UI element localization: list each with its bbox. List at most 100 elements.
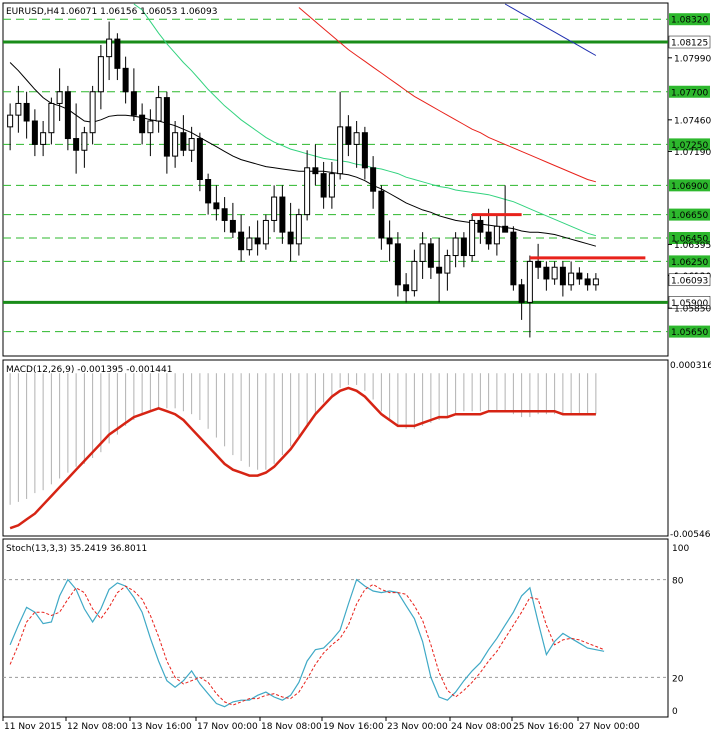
time-tick-label: 19 Nov 16:00 xyxy=(323,722,384,732)
price-tag-box xyxy=(669,232,710,244)
macd-pane-frame xyxy=(2,359,669,537)
candle-body xyxy=(106,38,113,58)
stoch-signal-line xyxy=(9,583,605,706)
candle-body xyxy=(427,243,434,268)
candle-body xyxy=(262,219,269,245)
price-tag-label: 1.06250 xyxy=(671,258,708,268)
candles xyxy=(7,21,599,338)
candle-body xyxy=(81,132,88,151)
macd-axis: 0.000316 -0.005465 xyxy=(670,361,711,540)
candle-body xyxy=(114,38,121,69)
macd-tick-label: -0.005465 xyxy=(670,530,711,540)
candle-body xyxy=(584,278,591,286)
price-tick-label: 1.05850 xyxy=(674,305,711,315)
stoch-tick-label: 0 xyxy=(672,707,678,717)
moving-average-line xyxy=(298,7,597,183)
candle-body xyxy=(40,132,47,145)
candle-body xyxy=(551,266,558,280)
candle-body xyxy=(73,138,80,151)
price-tag-label: 1.06093 xyxy=(671,276,708,286)
stoch-lines xyxy=(9,578,605,708)
candle-body xyxy=(328,173,335,198)
candle-body xyxy=(559,266,566,286)
price-tag-box xyxy=(669,208,710,221)
candle-body xyxy=(485,231,492,245)
candle-body xyxy=(213,202,220,210)
time-tick-label: 27 Nov 00:00 xyxy=(579,722,640,732)
candle-body xyxy=(403,284,410,292)
candle-body xyxy=(312,167,319,175)
candle-body xyxy=(48,102,55,134)
time-tick-label: 23 Nov 00:00 xyxy=(387,722,448,732)
candle-body xyxy=(510,231,517,286)
candle-body xyxy=(370,167,377,192)
time-axis: 11 Nov 2015 12 Nov 08:00 13 Nov 16:00 17 No… xyxy=(2,717,640,732)
candle-body xyxy=(221,208,228,221)
candle-body xyxy=(155,97,162,122)
price-tag-label: 1.06900 xyxy=(671,182,708,192)
candle-body xyxy=(97,56,104,93)
candle-body xyxy=(469,219,476,257)
candle-body xyxy=(246,237,253,251)
price-tag-box xyxy=(669,179,710,192)
candle-body xyxy=(15,102,22,116)
candle-body xyxy=(502,225,509,233)
candle-body xyxy=(163,97,170,157)
candle-body xyxy=(526,260,533,303)
candle-body xyxy=(535,260,542,268)
macd-tick-label: 0.000316 xyxy=(670,361,711,371)
price-tick-label: 1.07190 xyxy=(674,148,711,158)
price-tag-label: 1.08125 xyxy=(671,39,708,49)
candle-body xyxy=(543,266,550,280)
price-tag-label: 1.07250 xyxy=(671,141,708,151)
candle-body xyxy=(279,196,286,233)
candle-body xyxy=(353,132,360,145)
macd-histogram xyxy=(9,373,597,505)
candle-body xyxy=(56,91,63,104)
macd-signal-line xyxy=(9,386,596,530)
stoch-main-line xyxy=(9,578,605,708)
time-tick-label: 17 Nov 00:00 xyxy=(197,722,258,732)
time-tick-label: 11 Nov 2015 xyxy=(4,722,62,732)
price-tag-box xyxy=(669,138,710,151)
time-tick-label: 18 Nov 08:00 xyxy=(261,722,322,732)
price-tag-box xyxy=(669,255,710,268)
moving-average-line xyxy=(504,3,597,56)
price-axis: 1.08320 1.08125 1.07990 1.07700 1.07460 1.072… xyxy=(668,13,711,338)
price-pane-frame xyxy=(2,2,669,357)
price-tag-box xyxy=(668,296,711,309)
candle-body xyxy=(411,260,418,292)
candle-body xyxy=(386,237,393,245)
candle-body xyxy=(361,132,368,169)
resistance-segments xyxy=(472,213,646,260)
candle-body xyxy=(452,237,459,257)
horizontal-levels xyxy=(3,18,668,333)
stoch-tick-label: 80 xyxy=(672,577,684,587)
candle-body xyxy=(229,219,236,233)
candle-body xyxy=(23,102,30,122)
stoch-axis: 100 80 20 0 xyxy=(672,544,689,717)
ohlc-header: 1.06071 1.06156 1.06053 1.06093 xyxy=(60,7,217,17)
candle-body xyxy=(287,231,294,245)
candle-body xyxy=(378,190,385,239)
stoch-levels xyxy=(3,579,668,678)
candle-body xyxy=(304,167,311,216)
time-tick-label: 12 Nov 08:00 xyxy=(67,722,128,732)
candle-body xyxy=(130,91,137,116)
price-tag-label: 1.05900 xyxy=(671,299,708,309)
candle-body xyxy=(295,214,302,245)
candle-body xyxy=(196,138,203,181)
candle-body xyxy=(122,67,129,93)
stoch-tick-label: 100 xyxy=(672,544,689,554)
candle-body xyxy=(188,138,195,151)
candle-body xyxy=(518,284,525,303)
time-tick-label: 25 Nov 16:00 xyxy=(513,722,574,732)
candle-body xyxy=(271,196,278,221)
stoch-tick-label: 20 xyxy=(672,674,684,684)
candle-body xyxy=(394,243,401,286)
price-tag-box xyxy=(669,85,710,98)
price-tag-box xyxy=(668,273,711,287)
price-tag-box xyxy=(669,325,710,338)
